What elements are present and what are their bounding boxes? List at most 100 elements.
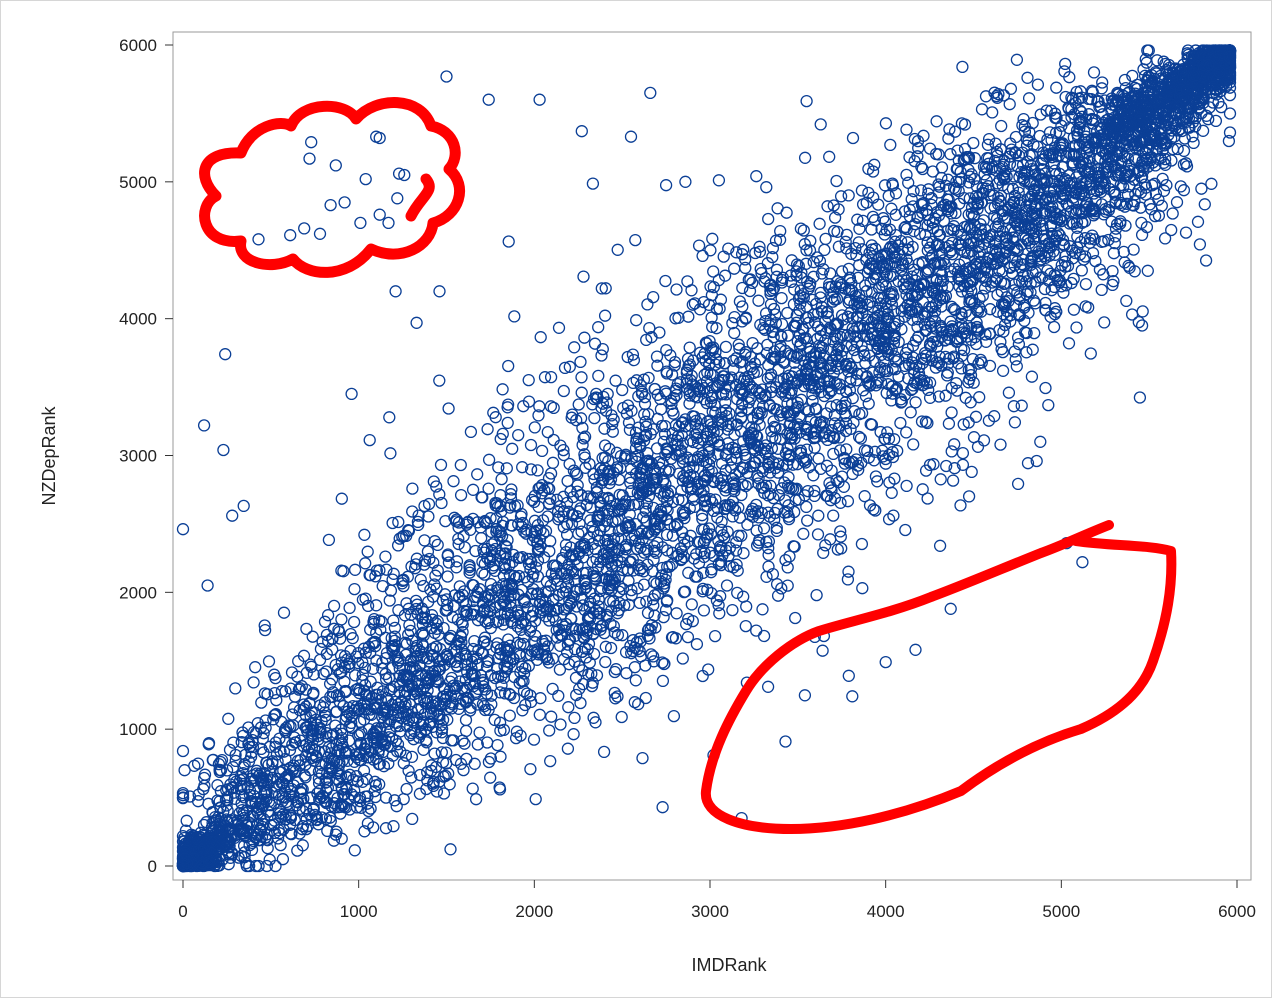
data-point (954, 499, 967, 512)
data-point (226, 761, 240, 774)
data-point (932, 390, 946, 403)
data-point (586, 177, 600, 190)
data-point (676, 652, 689, 665)
data-point (549, 567, 563, 580)
data-point (763, 319, 776, 332)
data-point (1025, 370, 1039, 383)
data-point (1011, 477, 1025, 491)
data-point (946, 474, 960, 487)
data-point (941, 173, 955, 186)
data-point (996, 364, 1010, 377)
data-point (346, 632, 359, 645)
data-point (347, 615, 361, 629)
data-point (524, 762, 537, 776)
data-point (569, 671, 583, 684)
data-point (577, 270, 590, 283)
data-point (750, 624, 763, 637)
data-point (221, 794, 234, 807)
data-point (685, 598, 698, 611)
data-point (748, 357, 762, 370)
data-point (811, 528, 825, 541)
data-point (735, 248, 749, 261)
data-point (827, 335, 840, 348)
data-point (779, 553, 792, 567)
data-point (529, 792, 542, 806)
data-point (1135, 228, 1149, 242)
data-point (909, 396, 922, 409)
data-point (717, 250, 730, 263)
data-point (524, 438, 538, 452)
data-point (464, 704, 477, 717)
data-point (273, 732, 286, 745)
data-point (471, 468, 484, 481)
data-point (762, 548, 775, 561)
data-point (899, 523, 912, 537)
data-point (696, 249, 709, 263)
data-point (720, 579, 734, 592)
data-point (656, 674, 670, 688)
data-point (1136, 305, 1149, 318)
data-point (1132, 315, 1145, 329)
data-point (324, 747, 338, 760)
data-point (726, 501, 740, 514)
data-point (1171, 142, 1184, 156)
data-point (1021, 457, 1035, 470)
data-point (810, 588, 823, 602)
data-point (598, 309, 612, 322)
data-point (1067, 158, 1080, 171)
data-point (824, 533, 837, 546)
data-point (879, 117, 893, 130)
data-point (574, 355, 587, 369)
data-point (713, 607, 726, 620)
data-point (942, 417, 956, 430)
data-point (587, 647, 601, 661)
data-point (405, 750, 419, 764)
data-point (421, 545, 435, 558)
data-point (637, 578, 651, 591)
data-point (1156, 172, 1169, 186)
data-point (496, 383, 509, 396)
data-point (800, 428, 814, 441)
data-point (659, 464, 672, 477)
data-point (611, 243, 624, 256)
data-point (887, 509, 900, 522)
data-point (1067, 272, 1080, 286)
data-point (602, 454, 615, 468)
data-point (718, 357, 731, 370)
data-point (754, 318, 767, 331)
data-point (760, 570, 773, 583)
data-point (568, 341, 581, 354)
data-point (888, 433, 901, 446)
data-point (1017, 112, 1030, 126)
data-point (856, 198, 870, 211)
data-point (327, 599, 341, 613)
data-point (715, 515, 728, 528)
data-point (736, 315, 749, 328)
data-point (575, 371, 588, 384)
data-point (391, 539, 405, 552)
data-point (630, 314, 643, 327)
data-point (458, 541, 471, 554)
data-point (506, 442, 519, 455)
data-point (482, 755, 496, 769)
data-point (911, 320, 924, 334)
data-point (434, 458, 448, 472)
data-point (533, 708, 546, 721)
data-point (657, 610, 670, 624)
data-point (983, 359, 997, 373)
data-point (739, 619, 752, 633)
data-point (482, 453, 496, 466)
data-point (1166, 207, 1179, 220)
data-point (1222, 134, 1236, 148)
data-point (236, 803, 249, 817)
data-point (1059, 57, 1072, 71)
data-point (712, 174, 726, 187)
data-point (821, 200, 834, 213)
data-point (762, 541, 775, 555)
data-point (829, 280, 842, 293)
data-point (800, 500, 813, 514)
data-point (884, 138, 897, 152)
data-point (1004, 82, 1018, 95)
data-point (690, 638, 704, 651)
data-point (450, 555, 464, 568)
